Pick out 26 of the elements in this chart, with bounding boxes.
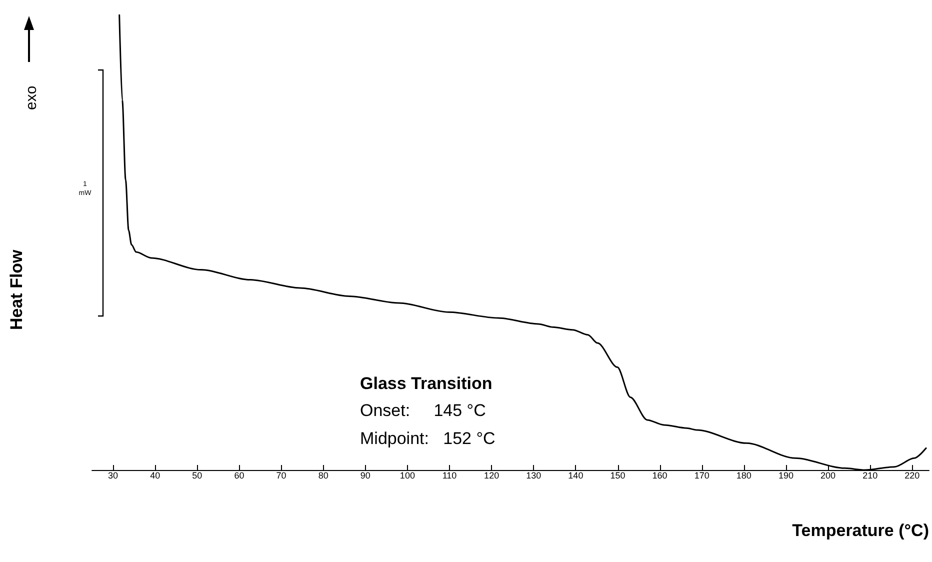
x-tick-label: 210 <box>862 470 878 480</box>
x-tick-label: 160 <box>652 470 668 480</box>
x-tick-label: 50 <box>192 470 202 480</box>
x-tick-label: 140 <box>568 470 584 480</box>
x-tick-label: 70 <box>276 470 286 480</box>
x-tick-label: 150 <box>610 470 626 480</box>
x-tick-label: 110 <box>442 470 457 480</box>
x-tick-label: 120 <box>484 470 500 480</box>
text: exo <box>23 86 40 110</box>
x-tick-label: 40 <box>150 470 160 480</box>
x-tick-label: 180 <box>736 470 752 480</box>
x-tick-label: 100 <box>400 470 415 480</box>
x-axis-title: Temperature (°C) <box>792 521 929 540</box>
x-tick-label: 220 <box>904 470 920 480</box>
x-tick-label: 170 <box>694 470 710 480</box>
x-tick-label: 130 <box>526 470 542 480</box>
annotation: Midpoint: 152 °C <box>360 429 496 448</box>
annotation: Onset: 145 °C <box>360 401 486 420</box>
x-tick-label: 80 <box>318 470 328 480</box>
x-tick-label: 200 <box>820 470 836 480</box>
x-tick-label: 190 <box>778 470 794 480</box>
x-tick-label: 90 <box>360 470 370 480</box>
annotation: Glass Transition <box>360 374 492 393</box>
x-tick-label: 60 <box>234 470 244 480</box>
y-axis-title: Heat Flow <box>7 248 26 330</box>
x-tick-label: 30 <box>108 470 118 480</box>
